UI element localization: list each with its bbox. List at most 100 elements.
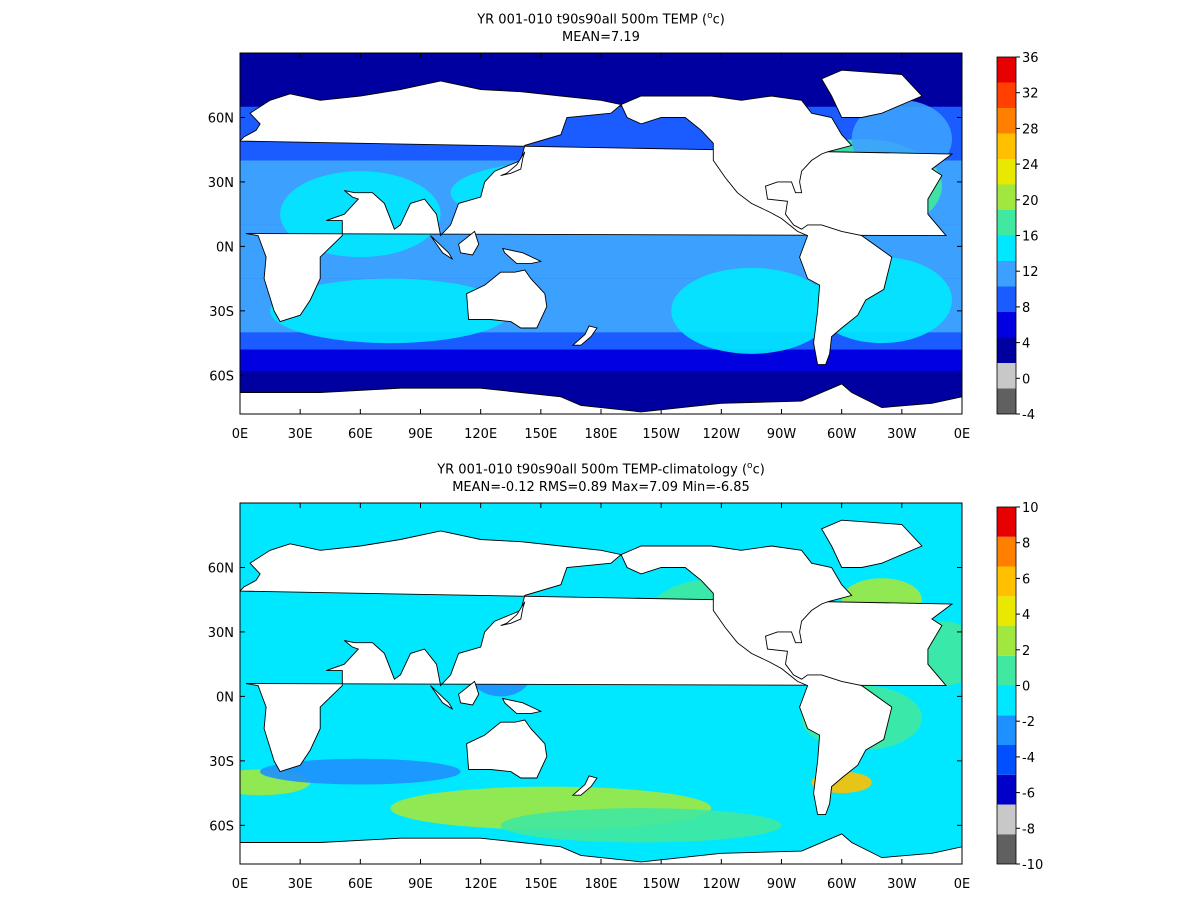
colorbar-tick-label: 0 bbox=[1022, 680, 1030, 695]
colorbar-swatch bbox=[997, 312, 1016, 338]
panel2-title-unit-tail: c bbox=[752, 462, 760, 478]
x-tick-label: 90W bbox=[767, 877, 797, 892]
colorbar-swatch bbox=[997, 210, 1016, 236]
map-panel-1: 0E 30E 60E 90E 120E 150E 180E 150W 120W 90W 60W 30W… bbox=[208, 51, 1039, 442]
x-tick-label: 180E bbox=[584, 427, 617, 442]
x-tick-label: 0E bbox=[954, 877, 971, 892]
map-panel-2: 0E 30E 60E 90E 120E 150E 180E 150W 120W 90W 60W 30W… bbox=[208, 501, 1044, 892]
ocean-band bbox=[240, 349, 962, 372]
colorbar-swatch bbox=[997, 774, 1016, 805]
colorbar-swatch bbox=[997, 745, 1016, 775]
x-tick-label: 0E bbox=[954, 427, 971, 442]
x-tick-label: 30E bbox=[288, 877, 313, 892]
colorbar-swatch bbox=[997, 536, 1016, 567]
colorbar-tick-label: 32 bbox=[1022, 87, 1039, 102]
colorbar-swatch bbox=[997, 626, 1016, 656]
land-mass bbox=[240, 383, 962, 414]
colorbar-swatch bbox=[997, 685, 1016, 716]
x-tick-label: 120W bbox=[702, 877, 740, 892]
colorbar-swatch bbox=[997, 804, 1016, 835]
x-tick-label: 0E bbox=[232, 427, 249, 442]
colorbar-tick-label: -6 bbox=[1022, 787, 1035, 802]
colorbar-tick-label: 8 bbox=[1022, 301, 1030, 316]
x-tick-label: 30W bbox=[887, 877, 917, 892]
colorbar-swatch bbox=[997, 566, 1016, 597]
land-mass bbox=[466, 269, 548, 329]
x-tick-label: 120E bbox=[464, 877, 497, 892]
colorbar-swatch bbox=[997, 57, 1016, 83]
y-tick-label: 30S bbox=[209, 305, 234, 320]
colorbar-swatch bbox=[997, 286, 1016, 312]
y-tick-label: 60N bbox=[208, 111, 234, 126]
colorbar-tick-label: -4 bbox=[1022, 408, 1035, 423]
land-mass bbox=[571, 775, 598, 796]
colorbar-tick-label: 20 bbox=[1022, 194, 1039, 209]
land-mass bbox=[820, 69, 923, 118]
y-tick-label: 30S bbox=[209, 755, 234, 770]
ocean-anomaly bbox=[260, 758, 461, 785]
colorbar-swatch bbox=[997, 596, 1016, 626]
ocean-field bbox=[240, 53, 962, 414]
colorbar-tick-label: 12 bbox=[1022, 265, 1039, 280]
land-mass bbox=[620, 95, 893, 366]
land-mass bbox=[430, 685, 453, 710]
colorbar-tick-label: 24 bbox=[1022, 158, 1039, 173]
colorbar-tick-label: 28 bbox=[1022, 122, 1039, 137]
y-tick-label: 60S bbox=[209, 369, 234, 384]
colorbar-swatch bbox=[997, 159, 1016, 185]
land-mass bbox=[500, 601, 526, 626]
ocean-warm-anomaly bbox=[270, 278, 511, 344]
land-mass bbox=[240, 80, 954, 323]
colorbar-tick-label: 36 bbox=[1022, 51, 1039, 66]
land-mass bbox=[466, 719, 548, 779]
x-tick-label: 150W bbox=[642, 427, 680, 442]
y-tick-label: 0N bbox=[216, 240, 234, 255]
colorbar-tick-label: 2 bbox=[1022, 644, 1030, 659]
colorbar-swatch bbox=[997, 184, 1016, 210]
colorbar: 36 32 28 24 20 16 12 8 4 0 -4 bbox=[996, 51, 1039, 423]
x-tick-label: 30E bbox=[288, 427, 313, 442]
colorbar-tick-label: 4 bbox=[1022, 337, 1030, 352]
x-tick-label: 90E bbox=[408, 427, 433, 442]
colorbar-swatch bbox=[997, 507, 1016, 537]
panel1-title-text: YR 001-010 t90s90all 500m TEMP bbox=[477, 12, 698, 28]
colorbar-swatch bbox=[997, 82, 1016, 108]
panel1-title: YR 001-010 t90s90all 500m TEMP (oc) bbox=[477, 11, 725, 28]
colorbar-swatch bbox=[997, 655, 1016, 686]
x-tick-label: 60E bbox=[348, 877, 373, 892]
colorbar-tick-label: 16 bbox=[1022, 230, 1039, 245]
y-tick-label: 60N bbox=[208, 561, 234, 576]
x-tick-label: 150E bbox=[524, 877, 557, 892]
x-tick-label: 120E bbox=[464, 427, 497, 442]
colorbar-tick-label: 0 bbox=[1022, 372, 1030, 387]
land-mass bbox=[501, 697, 543, 715]
colorbar-swatch bbox=[997, 388, 1016, 414]
x-tick-label: 120W bbox=[702, 427, 740, 442]
colorbar-tick-label: -2 bbox=[1022, 715, 1035, 730]
panel2-title-text: YR 001-010 t90s90all 500m TEMP-climatolo… bbox=[437, 462, 738, 478]
ocean-field bbox=[240, 503, 962, 864]
x-tick-label: 60E bbox=[348, 427, 373, 442]
colorbar-swatch bbox=[997, 337, 1016, 363]
colorbar-tick-label: 6 bbox=[1022, 572, 1030, 587]
land-mass bbox=[240, 833, 962, 864]
land-mass bbox=[501, 247, 543, 265]
land-mass bbox=[620, 545, 893, 816]
x-tick-label: 90E bbox=[408, 877, 433, 892]
colorbar-tick-label: 10 bbox=[1022, 501, 1039, 516]
land-mass bbox=[458, 680, 480, 706]
panel2-title: YR 001-010 t90s90all 500m TEMP-climatolo… bbox=[437, 461, 765, 478]
panel2-subtitle: MEAN=-0.12 RMS=0.89 Max=7.09 Min=-6.85 bbox=[452, 480, 750, 495]
land-mass bbox=[240, 530, 954, 773]
x-tick-label: 180E bbox=[584, 877, 617, 892]
colorbar-tick-label: -4 bbox=[1022, 751, 1035, 766]
panel1-title-unit-tail: c bbox=[712, 12, 720, 28]
x-tick-label: 30W bbox=[887, 427, 917, 442]
land-mass bbox=[571, 325, 598, 346]
land-mass bbox=[500, 151, 526, 176]
y-tick-label: 0N bbox=[216, 690, 234, 705]
colorbar-tick-label: -10 bbox=[1022, 858, 1043, 873]
colorbar: 10 8 6 4 2 0 -2 -4 -6 -8 -10 bbox=[996, 501, 1043, 873]
colorbar-swatch bbox=[997, 715, 1016, 745]
